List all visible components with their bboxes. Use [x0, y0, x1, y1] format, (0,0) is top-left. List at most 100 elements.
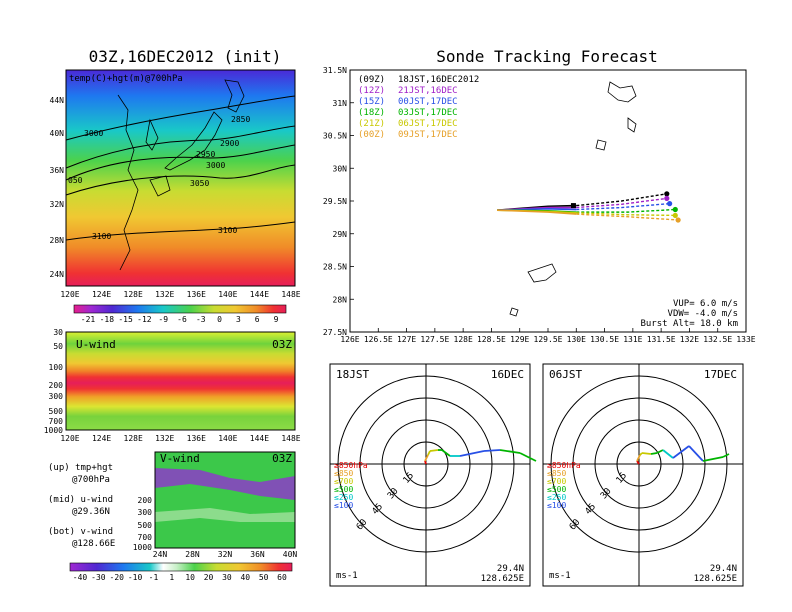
hodograph-trace-segment: [499, 449, 521, 454]
hodograph-level-label: ≤250: [334, 493, 353, 502]
v-wind-field: [155, 452, 295, 548]
tracking-y-ticks: 31.5N 31N 30.5N 30N 29.5N 29N 28.5N 28N 27.5N: [323, 66, 354, 337]
v-wind-y-tick: 700: [138, 533, 153, 542]
hodograph-time-left: 06JST: [549, 368, 582, 381]
u-wind-x-tick: 144E: [250, 434, 269, 443]
tracking-y-tick: 28.5N: [323, 263, 347, 272]
hodograph-trace-segment: [641, 452, 652, 455]
temp-colorbar: -21 -18 -15 -12 -9 -6 -3 0 3 6 9: [73, 304, 287, 324]
v-wind-weak-region: [155, 508, 295, 522]
contour-label: 2950: [196, 150, 215, 159]
track-line-dashed: [576, 213, 679, 221]
tracking-x-tick: 129E: [510, 335, 529, 344]
contour-label: 3050: [190, 179, 209, 188]
hodograph-level-label: ≤500: [334, 485, 353, 494]
hodograph-trace-segment: [427, 450, 431, 456]
panel-legend-notes: (up) tmp+hgt @700hPa (mid) u-wind @29.36N (b…: [48, 463, 115, 549]
v-wind-x-ticks: 24N 28N 32N 36N 40N: [153, 550, 298, 559]
temp-map-x-tick: 148E: [281, 290, 300, 299]
hodograph-lon: 128.625E: [694, 574, 737, 584]
temp-field: [66, 70, 295, 286]
temp-colorbar-label: -12: [137, 315, 152, 324]
tracking-panel: 31.5N 31N 30.5N 30N 29.5N 29N 28.5N 28N 27.5N 12…: [323, 66, 756, 344]
hodograph-trace-segment: [650, 452, 658, 455]
tracking-x-ticks: 126E 126.5E 127E 127.5E 128E 128.5E 129E 129.5E…: [340, 328, 756, 344]
u-wind-x-tick: 128E: [124, 434, 143, 443]
tracking-x-tick: 128.5E: [477, 335, 506, 344]
tracking-x-tick: 129.5E: [534, 335, 563, 344]
tracking-param: VDW= -4.0 m/s: [668, 309, 738, 319]
height-contour: [65, 125, 296, 169]
hodograph-level-label: ≤700: [547, 477, 566, 486]
coastline: [149, 175, 171, 197]
hodograph-trace-segment: [656, 449, 664, 454]
launch-marker: [570, 203, 576, 209]
temp-map-frame: [65, 69, 296, 287]
tracking-series: [497, 191, 681, 223]
track-end-point: [672, 206, 678, 213]
temp-map-x-tick: 132E: [155, 290, 174, 299]
temp-map-y-tick: 40N: [50, 129, 65, 138]
contour-label: 3100: [92, 232, 111, 241]
temp-map-x-tick: 140E: [218, 290, 237, 299]
temp-colorbar-label: -18: [100, 315, 115, 324]
hodograph-unit: ms-1: [549, 571, 571, 581]
tracking-legend-code: (00Z): [358, 130, 385, 140]
tracking-y-tick: 27.5N: [323, 328, 347, 337]
u-wind-y-tick: 200: [49, 381, 64, 390]
tracking-legend-code: (21Z): [358, 119, 385, 129]
temp-map-y-tick: 28N: [50, 236, 65, 245]
temp-colorbar-strip: [73, 304, 287, 314]
u-wind-field: [66, 332, 295, 430]
temp-map-panel: temp(C)+hgt(m)@700hPa 2850 3000 2900 295…: [50, 69, 301, 299]
u-wind-y-tick: 300: [49, 392, 64, 401]
tracking-legend-code: (15Z): [358, 97, 385, 107]
island-outline: [627, 117, 637, 133]
track-line-dashed: [576, 202, 670, 211]
v-wind-colorbar-label: -1: [149, 573, 159, 582]
v-wind-colorbar-label: -10: [128, 573, 143, 582]
temp-map-label: temp(C)+hgt(m)@700hPa: [69, 74, 183, 84]
temp-colorbar-label: -21: [81, 315, 96, 324]
hodograph-trace-segment: [672, 445, 690, 459]
v-wind-colorbar-label: 40: [240, 573, 250, 582]
temp-map-y-tick: 32N: [50, 200, 65, 209]
v-wind-colorbar-label: -30: [91, 573, 106, 582]
hodograph-trace-segment: [424, 460, 427, 465]
track-line-dashed: [576, 208, 676, 213]
hodograph-trace-segment: [662, 449, 674, 459]
track-line-dashed: [576, 193, 667, 207]
v-wind-frame: [154, 451, 296, 549]
v-wind-x-tick: 40N: [283, 550, 298, 559]
v-wind-colorbar-label: 20: [204, 573, 214, 582]
island-outline: [607, 81, 637, 103]
v-wind-colorbar-label: 50: [259, 573, 269, 582]
island-outline: [509, 307, 519, 317]
hodograph-trace-segment: [429, 449, 439, 452]
contour-label: 3000: [84, 129, 103, 138]
legend-note-line: (bot) v-wind: [48, 527, 113, 537]
v-wind-x-tick: 36N: [250, 550, 265, 559]
track-line-dashed: [576, 197, 667, 209]
temp-colorbar-labels: -21 -18 -15 -12 -9 -6 -3 0 3 6 9: [81, 315, 279, 324]
hodograph-trace-segment: [702, 456, 724, 462]
hodograph-trace-segment: [639, 452, 643, 456]
contour-label: 050: [68, 176, 83, 185]
hodograph-lat: 29.4N: [497, 564, 524, 574]
temp-colorbar-label: -6: [177, 315, 187, 324]
u-wind-x-ticks: 120E 124E 128E 132E 136E 140E 144E 148E: [60, 434, 300, 443]
hodograph-time-left: 18JST: [336, 368, 369, 381]
tracking-x-tick: 128E: [454, 335, 473, 344]
coastline: [164, 111, 223, 171]
track-line-solid: [497, 209, 577, 215]
tracking-legend-time: 21JST,16DEC: [398, 86, 458, 96]
height-contour: [65, 164, 296, 196]
temp-map-x-tick: 120E: [60, 290, 79, 299]
u-wind-x-tick: 148E: [281, 434, 300, 443]
temp-map-y-tick: 36N: [50, 166, 65, 175]
hodograph-level-label: ≥850hPa: [547, 461, 581, 470]
v-wind-x-tick: 32N: [218, 550, 233, 559]
